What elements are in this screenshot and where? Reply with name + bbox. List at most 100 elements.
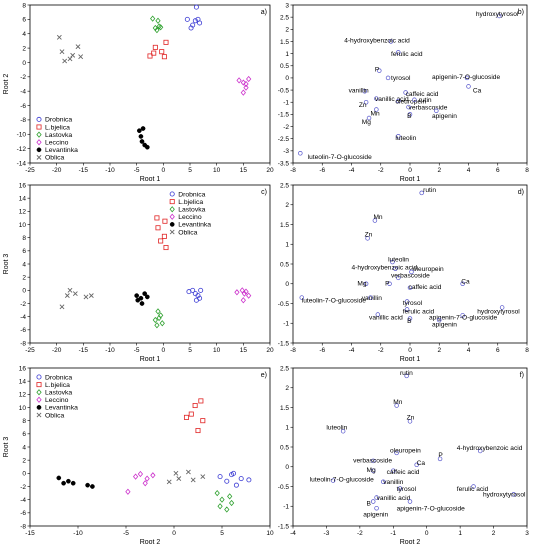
- variable-point: [298, 151, 303, 156]
- variable-point: [375, 312, 381, 317]
- data-point: [155, 308, 161, 315]
- y-tick-label: -2: [20, 484, 26, 491]
- series-oblica: [59, 287, 94, 310]
- legend-entry-label: Oblica: [178, 229, 197, 236]
- y-tick-label: -3.5: [278, 160, 290, 167]
- legend-entry-label: Drobnica: [45, 117, 72, 124]
- data-point: [78, 54, 84, 60]
- data-point: [67, 287, 73, 293]
- variable-label: 4-hydroxybenzoic acid: [344, 38, 410, 45]
- x-tick-label: -4: [349, 347, 355, 354]
- variable-point: [363, 99, 369, 105]
- y-tick-label: 0: [285, 464, 289, 471]
- x-tick-label: 15: [240, 347, 248, 354]
- data-point: [67, 56, 73, 62]
- y-tick-label: -4: [20, 88, 26, 95]
- y-tick-label: -6: [20, 327, 26, 334]
- y-tick-label: 2.5: [280, 365, 289, 372]
- variable-label: luteolin-7-O-glucoside: [310, 477, 374, 484]
- variable-label: Ca: [473, 87, 482, 94]
- y-tick-label: 12: [19, 209, 27, 216]
- variable-label: rutin: [423, 187, 436, 194]
- variable-label: apigenin-7-O-glucoside: [432, 74, 501, 81]
- data-point: [236, 77, 242, 84]
- y-tick-label: -2.5: [278, 136, 290, 143]
- data-point: [56, 34, 62, 40]
- x-tick-label: 10: [266, 530, 274, 537]
- data-point: [238, 476, 244, 482]
- data-point: [243, 80, 249, 88]
- variable-label: Ca: [417, 460, 426, 467]
- variable-label: oleuropein: [390, 447, 421, 454]
- x-tick-label: -6: [319, 347, 325, 354]
- variable-point: [407, 316, 413, 321]
- variable-point: [477, 448, 483, 454]
- variable-point: [466, 84, 471, 89]
- legend: DrobnicaL.bjelicaLastovkaLeccinoLevantin…: [36, 374, 78, 419]
- data-point: [166, 479, 172, 485]
- legend-entry-label: Levantinka: [45, 405, 78, 412]
- data-point: [197, 20, 203, 26]
- data-point: [243, 84, 249, 91]
- y-axis-label: Root 3: [3, 254, 10, 275]
- data-point: [154, 27, 160, 34]
- y-axis-label: Root 2: [3, 74, 10, 95]
- data-point: [144, 294, 150, 300]
- data-point: [243, 288, 249, 295]
- y-tick-label: 8: [22, 2, 26, 9]
- legend-entry-label: Levantinka: [45, 147, 78, 154]
- x-tick-label: 3: [525, 530, 529, 537]
- data-point: [200, 418, 206, 424]
- y-tick-label: 1: [285, 425, 289, 432]
- x-tick-label: 4: [467, 167, 471, 174]
- y-tick-label: 16: [19, 365, 27, 372]
- data-point: [152, 44, 158, 50]
- x-tick-label: -20: [52, 167, 62, 174]
- data-point: [138, 134, 144, 139]
- variable-point: [340, 428, 346, 434]
- variable-point: [414, 462, 419, 468]
- x-tick-label: 0: [162, 347, 166, 354]
- x-axis-label: Root 2: [400, 539, 421, 546]
- legend-entry-label: Leccino: [178, 214, 202, 221]
- series-l-bjelica: [147, 39, 169, 60]
- data-point: [70, 480, 76, 486]
- data-point: [231, 470, 237, 476]
- legend-marker: [36, 131, 42, 138]
- variable-point: [404, 299, 410, 304]
- data-point: [62, 58, 68, 64]
- legend-entry-label: Drobnica: [45, 374, 72, 381]
- data-point: [125, 488, 131, 495]
- x-tick-label: -5: [123, 530, 129, 537]
- x-tick-label: -1: [390, 530, 396, 537]
- variable-label: apigenin-7-O-glucoside: [429, 315, 498, 322]
- variable-point: [437, 456, 443, 462]
- data-point: [144, 475, 150, 482]
- data-point: [183, 414, 189, 420]
- variable-label: vanillin: [349, 87, 369, 94]
- data-point: [154, 215, 160, 221]
- data-point: [228, 499, 235, 507]
- variable-point: [407, 499, 413, 504]
- variable-point: [396, 134, 401, 139]
- data-point: [132, 473, 139, 480]
- legend: DrobnicaL.bjelicaLastovkaLeccinoLevantin…: [36, 117, 78, 162]
- series-levantinka: [134, 291, 150, 306]
- data-point: [246, 75, 252, 83]
- variable-point: [374, 495, 379, 500]
- legend-marker: [36, 154, 42, 160]
- data-point: [161, 54, 167, 60]
- legend-marker: [169, 191, 175, 197]
- x-tick-label: 10: [213, 347, 221, 354]
- data-point: [197, 295, 203, 301]
- y-tick-label: -3: [283, 148, 289, 155]
- series-leccino: [234, 287, 252, 304]
- data-point: [195, 428, 201, 434]
- legend-entry-label: Leccino: [45, 140, 69, 147]
- variable-label: tyrosol: [397, 486, 417, 493]
- x-tick-label: 0: [408, 167, 412, 174]
- x-tick-label: -4: [349, 167, 355, 174]
- y-tick-label: -0.5: [278, 301, 290, 308]
- data-point: [139, 139, 145, 144]
- y-tick-label: 6: [22, 431, 26, 438]
